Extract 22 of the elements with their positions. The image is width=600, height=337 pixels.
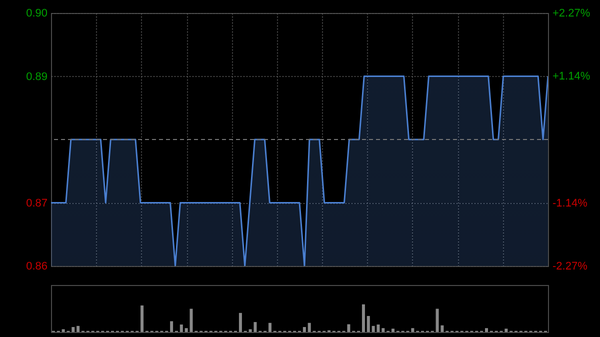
y-tick-label: 0.87 — [26, 197, 48, 210]
y-tick-label: 0.89 — [26, 70, 48, 83]
bar — [391, 328, 394, 332]
bar — [308, 322, 311, 332]
bar — [72, 327, 75, 332]
bar — [302, 327, 306, 332]
bar — [170, 321, 174, 332]
bar — [76, 326, 80, 332]
bar — [180, 324, 183, 332]
y2-tick-label: +2.27% — [552, 8, 590, 20]
bar — [140, 305, 144, 332]
bar — [484, 328, 488, 332]
y-tick-label: 0.90 — [26, 8, 48, 20]
bar — [238, 312, 242, 332]
bar — [268, 322, 272, 332]
y2-tick-label: -2.27% — [552, 260, 588, 272]
bar — [366, 316, 370, 332]
y2-tick-label: -1.14% — [552, 198, 588, 210]
y2-tick-label: +1.14% — [552, 70, 590, 82]
bar — [362, 304, 365, 332]
bar — [382, 328, 385, 332]
y-tick-label: 0.86 — [26, 260, 48, 272]
